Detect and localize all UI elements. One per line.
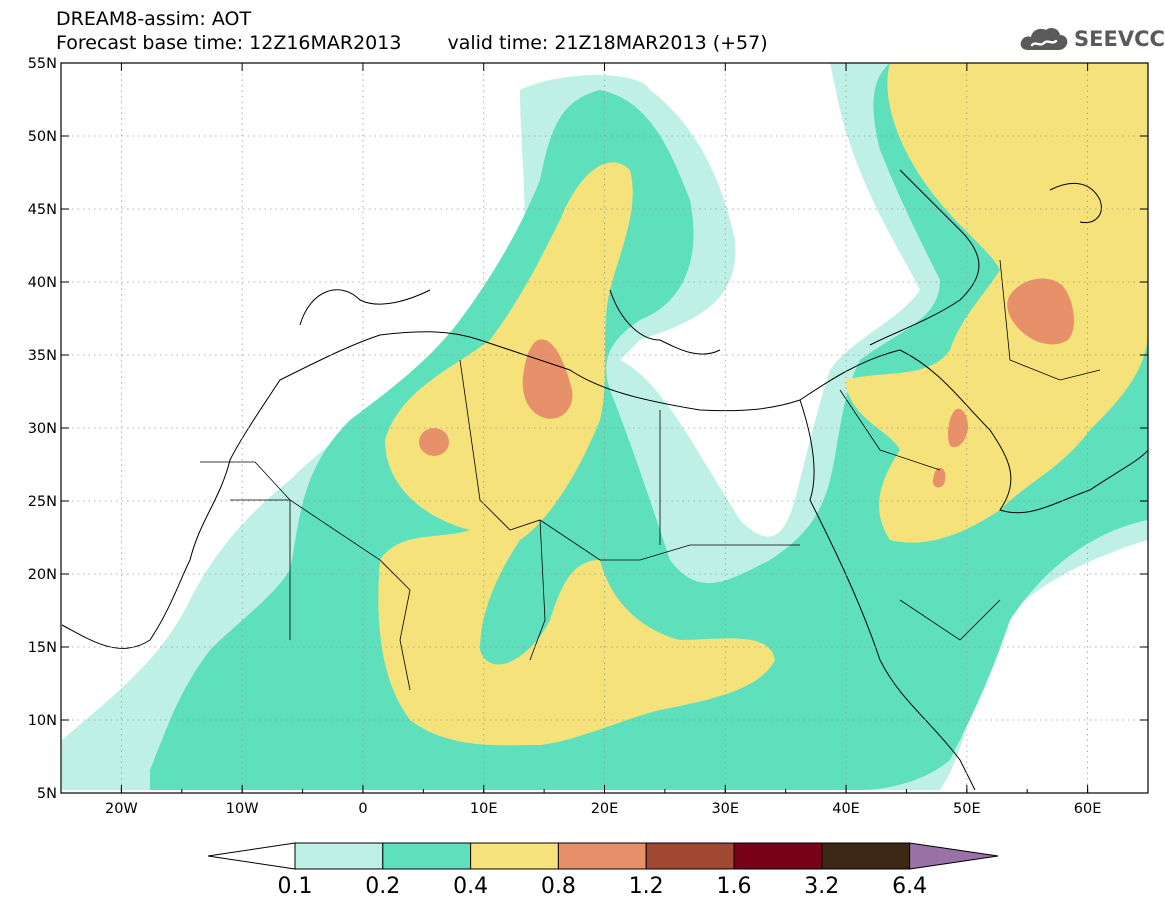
lon-tick-label: 50E (953, 801, 981, 817)
lat-tick-label: 10N (28, 713, 57, 729)
colorbar-cell (294, 842, 384, 870)
colorbar-cell (382, 842, 472, 870)
colorbar-cell (821, 842, 911, 870)
lon-tick-label: 20E (591, 801, 619, 817)
lat-tick-label: 5N (37, 786, 57, 802)
colorbar-label: 6.4 (892, 874, 927, 899)
lat-tick-label: 20N (28, 567, 57, 583)
lat-axis-labels: 5N 10N 15N 20N 25N 30N 35N 40N 45N 50N 55N (28, 56, 57, 802)
colorbar-label: 1.6 (717, 874, 752, 899)
lon-tick-label: 30E (711, 801, 739, 817)
colorbar: 0.1 0.2 0.4 0.8 1.2 1.6 3.2 6.4 (207, 842, 999, 899)
lon-tick-label: 20W (105, 801, 138, 817)
colorbar-cell (470, 842, 559, 870)
aot-field-0.4 (378, 63, 1148, 746)
valid-time: valid time: 21Z18MAR2013 (+57) (447, 32, 768, 54)
coastlines (61, 169, 1148, 791)
lat-tick-label: 15N (28, 640, 57, 656)
lat-tick-label: 40N (28, 275, 57, 291)
lat-tick-label: 25N (28, 494, 57, 510)
cloud-icon (1020, 27, 1068, 50)
lat-tick-label: 50N (28, 129, 57, 145)
logo-text: SEEVCCC (1074, 27, 1165, 51)
colorbar-cell (645, 842, 735, 870)
lon-tick-label: 40E (832, 801, 860, 817)
map-ticks (60, 62, 1149, 794)
base-time: Forecast base time: 12Z16MAR2013 (56, 32, 402, 54)
colorbar-label: 3.2 (804, 874, 839, 899)
colorbar-cell (557, 842, 647, 870)
product-title: DREAM8-assim: AOT (56, 8, 252, 30)
forecast-times: Forecast base time: 12Z16MAR2013 valid ti… (56, 32, 768, 54)
colorbar-over-triangle (909, 842, 999, 870)
lon-tick-label: 10W (226, 801, 259, 817)
lat-tick-label: 45N (28, 202, 57, 218)
colorbar-label: 0.2 (365, 874, 400, 899)
lat-tick-label: 55N (28, 56, 57, 72)
lon-tick-label: 10E (470, 801, 498, 817)
colorbar-under-triangle (207, 842, 296, 870)
lat-tick-label: 30N (28, 421, 57, 437)
colorbar-cell (733, 842, 823, 870)
aot-field-0.8 (419, 278, 1074, 488)
colorbar-label: 0.4 (453, 874, 488, 899)
lon-tick-label: 60E (1074, 801, 1102, 817)
colorbar-label: 0.8 (541, 874, 576, 899)
lon-tick-label: 0 (358, 801, 367, 817)
colorbar-label: 1.2 (629, 874, 664, 899)
lon-axis-labels: 20W 10W 0 10E 20E 30E 40E 50E 60E (105, 801, 1101, 817)
colorbar-label: 0.1 (278, 874, 313, 899)
lat-tick-label: 35N (28, 348, 57, 364)
seevccc-logo: SEEVCCC (1018, 24, 1165, 54)
map-gridlines (61, 63, 1148, 793)
